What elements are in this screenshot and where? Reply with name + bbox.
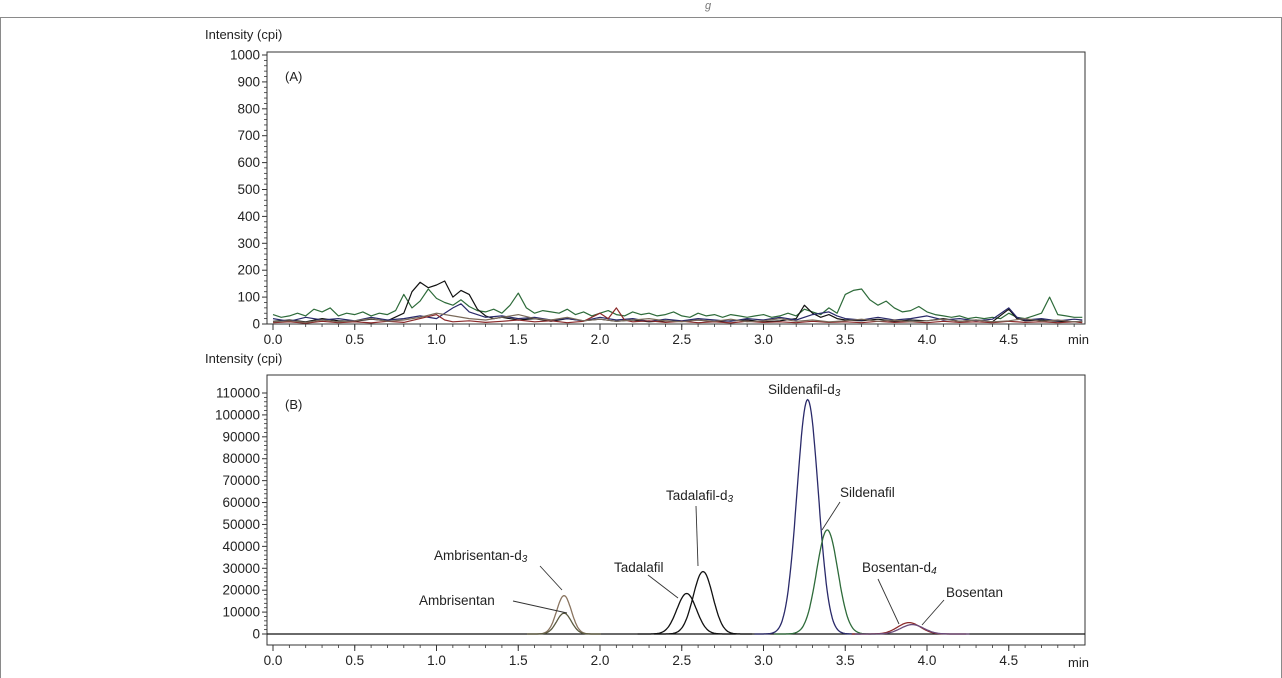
x-tick-label: 2.5 [672, 653, 691, 668]
panel-b-y-ticks: 0 10000 20000 30000 40000 50000 60000 70000 8000… [215, 386, 267, 642]
panel-a-x-axis-label: min [1068, 332, 1089, 347]
x-tick-label: 4.0 [918, 332, 937, 347]
panel-b-x-axis-label: min [1068, 655, 1089, 670]
y-tick-label: 900 [237, 74, 260, 89]
panel-b-peak-annotations: Ambrisentan-d3 Ambrisentan Tadalafil Tadala… [419, 382, 1003, 626]
peak-4 [754, 398, 861, 635]
x-tick-label: 0.5 [345, 653, 364, 668]
y-tick-label: 700 [237, 128, 260, 143]
y-tick-label: 20000 [222, 583, 260, 598]
x-tick-label: 0.0 [264, 653, 283, 668]
peak-2 [637, 592, 736, 635]
peak-label-4: Sildenafil-d3 [768, 382, 841, 399]
peak-leader-line [695, 505, 699, 567]
peak-leader-line [647, 574, 679, 599]
x-tick-label: 3.0 [754, 332, 773, 347]
peak-7 [855, 623, 970, 635]
y-tick-label: 90000 [222, 429, 260, 444]
page-top-rule [0, 0, 1282, 18]
y-tick-label: 400 [237, 209, 260, 224]
peak-5 [774, 529, 881, 635]
peak-leader-line [921, 599, 945, 626]
x-tick-label: 0.5 [345, 332, 364, 347]
peak-3 [654, 570, 753, 635]
x-tick-label: 1.5 [509, 653, 528, 668]
y-tick-label: 300 [237, 236, 260, 251]
y-tick-label: 10000 [222, 605, 260, 620]
panel-b-label: (B) [285, 397, 302, 412]
x-tick-label: 1.5 [509, 332, 528, 347]
panel-b: Intensity (cpi) (B) 0 10000 20000 30000 4000… [205, 351, 1089, 670]
x-tick-label: 4.5 [999, 653, 1018, 668]
y-tick-label: 100 [237, 290, 260, 305]
peak-1 [527, 612, 601, 635]
panel-b-x-ticks: 0.0 0.5 1.0 1.5 2.0 2.5 3.0 3.5 4.0 4.5 [264, 645, 1075, 668]
y-tick-label: 50000 [222, 517, 260, 532]
x-tick-label: 2.0 [591, 653, 610, 668]
peak-label-0: Ambrisentan-d3 [434, 548, 528, 565]
y-tick-label: 40000 [222, 539, 260, 554]
peak-leader-line [539, 565, 563, 591]
y-tick-label: 200 [237, 263, 260, 278]
y-tick-label: 500 [237, 182, 260, 197]
y-tick-label: 70000 [222, 473, 260, 488]
peak-leader-line [877, 578, 900, 625]
y-tick-label: 1000 [230, 48, 260, 63]
x-tick-label: 3.5 [836, 332, 855, 347]
y-tick-label: 0 [252, 627, 260, 642]
y-tick-label: 600 [237, 155, 260, 170]
peak-label-3: Tadalafil-d3 [666, 488, 734, 505]
series-line-4 [272, 307, 1083, 324]
y-tick-label: 100000 [215, 407, 260, 422]
y-tick-label: 800 [237, 101, 260, 116]
page-border-left [0, 17, 1, 678]
x-tick-label: 4.0 [918, 653, 937, 668]
y-tick-label: 110000 [216, 386, 260, 401]
x-tick-label: 1.0 [427, 332, 446, 347]
peak-label-5: Sildenafil [840, 485, 895, 500]
panel-a-y-axis-label: Intensity (cpi) [205, 27, 282, 42]
series-line-5 [272, 312, 1083, 323]
peak-6 [851, 621, 967, 635]
x-tick-label: 1.0 [427, 653, 446, 668]
x-tick-label: 0.0 [264, 332, 283, 347]
page-header-fragment: g [705, 0, 712, 12]
panel-b-series [267, 398, 1085, 635]
peak-leader-line [512, 600, 568, 614]
panel-a-series [272, 280, 1083, 324]
panel-a-y-ticks: 0 100 200 300 400 500 600 700 800 900 1000 [230, 48, 267, 332]
y-tick-label: 80000 [222, 451, 260, 466]
x-tick-label: 2.0 [591, 332, 610, 347]
panel-b-plot-area [266, 374, 1086, 646]
peak-label-1: Ambrisentan [419, 593, 495, 608]
series-line-1 [272, 288, 1083, 320]
peak-leader-line [821, 501, 841, 531]
panel-a: Intensity (cpi) (A) 0 100 200 300 400 500 600 7… [205, 27, 1089, 347]
x-tick-label: 3.5 [836, 653, 855, 668]
peak-label-6: Bosentan-d4 [862, 560, 937, 577]
peak-label-2: Tadalafil [614, 560, 664, 575]
x-tick-label: 2.5 [672, 332, 691, 347]
panel-a-x-ticks: 0.0 0.5 1.0 1.5 2.0 2.5 3.0 3.5 4.0 4.5 [264, 324, 1075, 347]
x-tick-label: 4.5 [999, 332, 1018, 347]
peak-label-7: Bosentan [946, 585, 1003, 600]
panel-a-label: (A) [285, 69, 302, 84]
y-tick-label: 30000 [222, 561, 260, 576]
panel-a-plot-area [266, 51, 1086, 325]
series-line-3 [272, 303, 1083, 322]
y-tick-label: 0 [252, 317, 260, 332]
x-tick-label: 3.0 [754, 653, 773, 668]
peak-0 [527, 595, 601, 635]
y-tick-label: 60000 [222, 495, 260, 510]
panel-b-y-axis-label: Intensity (cpi) [205, 351, 282, 366]
